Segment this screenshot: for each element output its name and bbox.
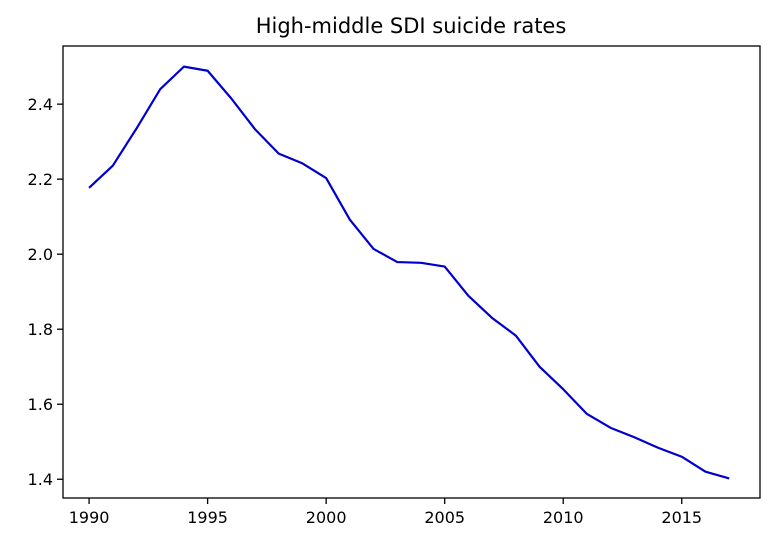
x-tick-label: 2010	[543, 508, 584, 527]
y-tick-label: 2.0	[28, 245, 53, 264]
y-tick-label: 1.6	[28, 395, 53, 414]
y-tick-label: 2.2	[28, 170, 53, 189]
x-tick-label: 1990	[69, 508, 110, 527]
x-tick-label: 1995	[187, 508, 228, 527]
y-tick-label: 2.4	[28, 95, 53, 114]
x-tick-label: 2000	[306, 508, 347, 527]
y-tick-label: 1.8	[28, 320, 53, 339]
y-axis: 1.4 1.6 1.8 2.0 2.2 2.4	[28, 95, 63, 489]
chart-title: High-middle SDI suicide rates	[256, 14, 567, 38]
y-tick-label: 1.4	[28, 470, 53, 489]
x-tick-label: 2015	[661, 508, 702, 527]
x-axis: 1990 1995 2000 2005 2010 2015	[69, 498, 702, 527]
x-tick-label: 2005	[424, 508, 465, 527]
series-layer	[88, 65, 730, 480]
plot-frame	[62, 45, 761, 499]
series-line-0	[88, 65, 730, 480]
